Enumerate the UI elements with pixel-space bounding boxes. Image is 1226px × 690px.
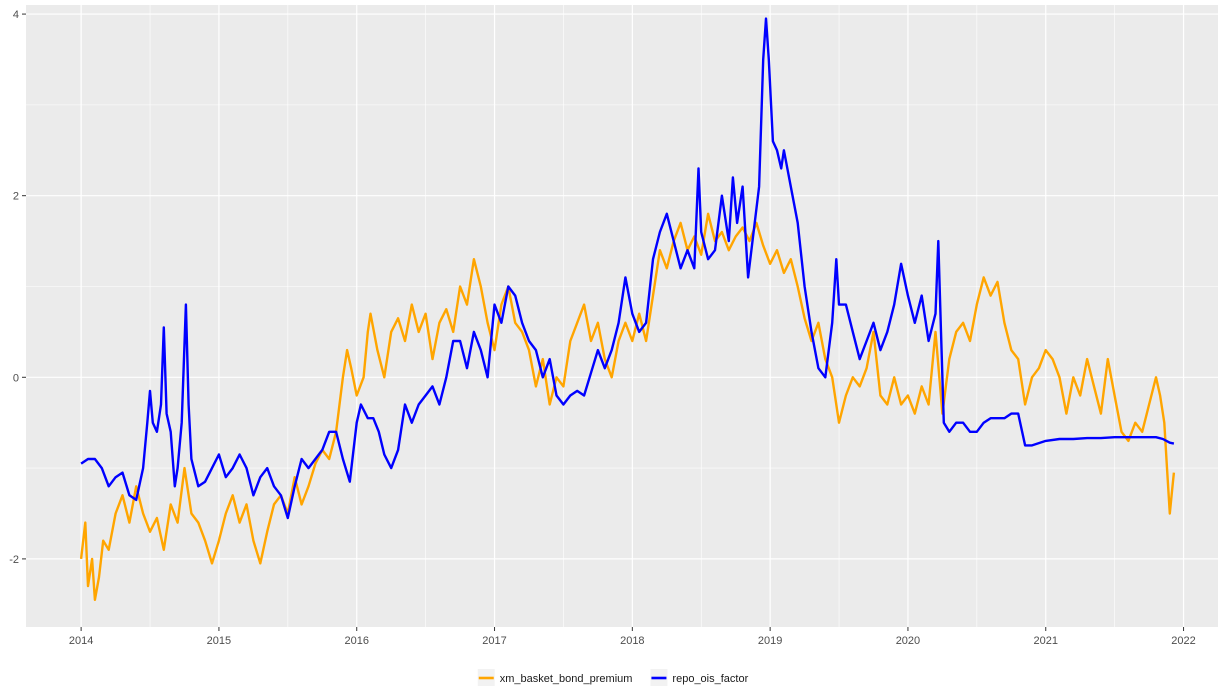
y-tick-label: 2 — [13, 191, 19, 203]
legend-label: repo_ois_factor — [672, 673, 748, 685]
series-layer — [79, 17, 1176, 601]
x-tick-label: 2015 — [207, 635, 231, 647]
x-tick-label: 2018 — [620, 635, 644, 647]
x-tick-label: 2017 — [482, 635, 506, 647]
x-tick-label: 2019 — [758, 635, 782, 647]
series-line-repo-ois-factor — [80, 17, 1175, 520]
plot-panel — [26, 5, 1218, 627]
legend: xm_basket_bond_premium repo_ois_factor — [477, 669, 749, 686]
y-tick-label: 0 — [13, 372, 19, 384]
minor-grid — [26, 5, 1218, 627]
y-tick-label: 4 — [13, 9, 19, 21]
series-line-xm-basket-bond-premium — [79, 212, 1176, 601]
x-tick-label: 2022 — [1171, 635, 1195, 647]
x-tick-label: 2014 — [69, 635, 93, 647]
legend-label: xm_basket_bond_premium — [500, 673, 633, 685]
x-axis: 2014 2015 2016 2017 2018 2019 2020 2021 2022 — [69, 627, 1196, 647]
major-grid — [26, 5, 1218, 627]
y-tick-label: -2 — [9, 554, 19, 566]
x-tick-label: 2021 — [1034, 635, 1058, 647]
y-axis: -2 0 2 4 — [9, 9, 26, 566]
x-tick-label: 2020 — [896, 635, 920, 647]
x-tick-label: 2016 — [344, 635, 368, 647]
